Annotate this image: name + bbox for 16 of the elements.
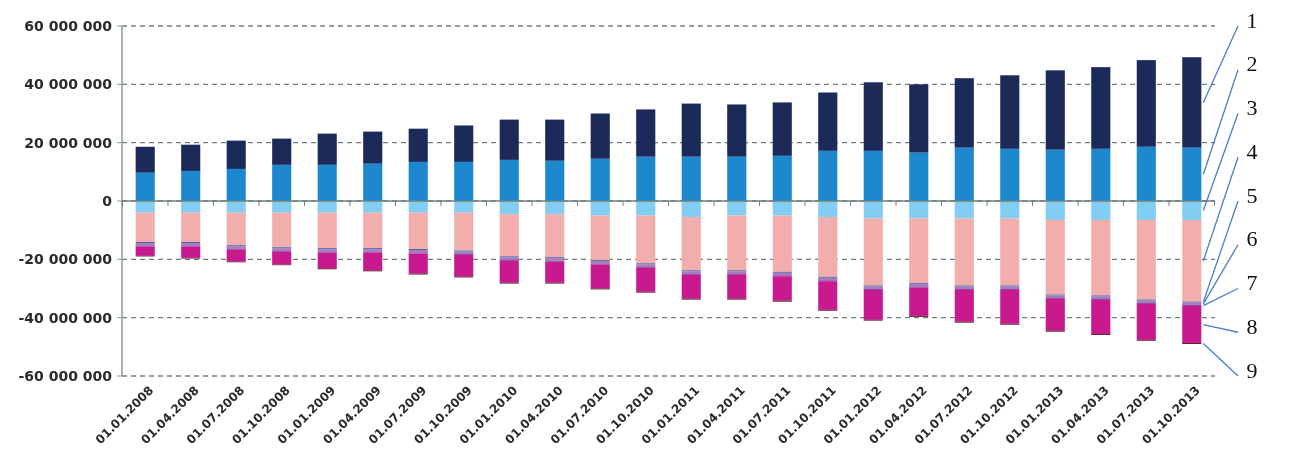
text: 8 [1246,313,1258,339]
text: 2 [1246,51,1258,77]
y-tick-label: 40 000 000 [24,76,113,93]
y-tick-label: -40 000 000 [18,309,113,326]
text: 3 [1246,95,1258,121]
y-tick-label: 60 000 000 [24,17,113,34]
y-tick-label: -20 000 000 [18,251,113,268]
text: 1 [1246,7,1258,33]
text: 9 [1246,357,1258,383]
y-tick-label: 0 [102,192,113,209]
text: 5 [1246,182,1258,208]
y-tick-label: -60 000 000 [18,367,113,384]
text: 7 [1246,270,1258,296]
y-tick-label: 20 000 000 [24,134,113,151]
text: 4 [1246,138,1258,164]
text: 6 [1246,226,1258,252]
